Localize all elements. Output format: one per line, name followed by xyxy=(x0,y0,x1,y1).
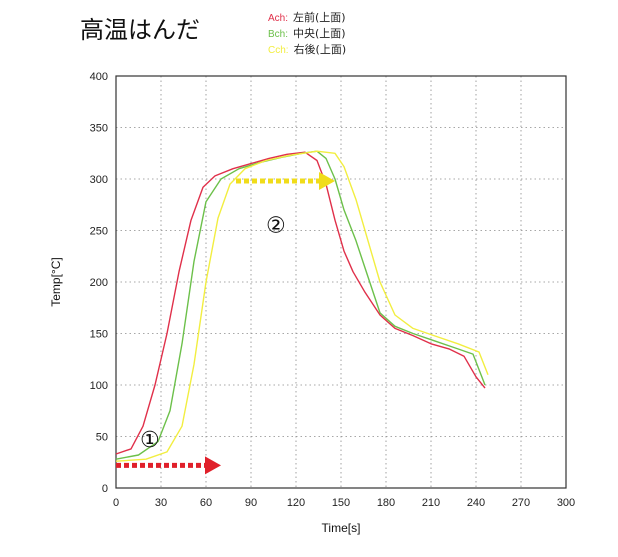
y-tick-label-200: 200 xyxy=(90,277,108,289)
y-tick-label-50: 50 xyxy=(96,432,108,444)
annotation-label-2: ② xyxy=(266,214,286,239)
y-tick-label-400: 400 xyxy=(90,71,108,83)
legend-entry-ach: Ach: 左前(上面) xyxy=(268,10,346,26)
x-axis-label: Time[s] xyxy=(322,521,361,535)
y-tick-label-0: 0 xyxy=(102,483,108,495)
plot-frame xyxy=(115,75,567,489)
series-line-ach xyxy=(115,151,486,455)
x-tick-label-210: 210 xyxy=(422,497,440,509)
x-tick-label-240: 240 xyxy=(467,497,485,509)
x-tick-label-180: 180 xyxy=(377,497,395,509)
y-tick-label-300: 300 xyxy=(90,174,108,186)
chart-legend: Ach: 左前(上面) Bch: 中央(上面) Cch: 右後(上面) xyxy=(268,10,346,58)
chart-title: 高温はんだ xyxy=(80,16,200,44)
series-line-bch xyxy=(115,150,486,460)
legend-entry-bch: Bch: 中央(上面) xyxy=(268,26,346,42)
legend-name-ach: 左前(上面) xyxy=(293,11,346,24)
legend-name-bch: 中央(上面) xyxy=(293,27,346,40)
x-tick-label-120: 120 xyxy=(287,497,305,509)
legend-key-bch: Bch: xyxy=(268,29,289,40)
grid-lines xyxy=(116,76,566,488)
y-tick-label-150: 150 xyxy=(90,329,108,341)
x-tick-label-0: 0 xyxy=(113,497,119,509)
legend-key-ach: Ach: xyxy=(268,13,289,24)
series-line-cch xyxy=(115,150,489,462)
annotations-group: ①② xyxy=(116,172,335,475)
x-tick-label-30: 30 xyxy=(155,497,167,509)
x-tick-label-300: 300 xyxy=(557,497,575,509)
legend-key-cch: Cch: xyxy=(268,45,289,56)
annotation-arrow-head-2 xyxy=(319,172,335,191)
annotation-label-1: ① xyxy=(140,428,160,453)
series-group xyxy=(115,150,489,462)
tick-labels: 0 30 60 90 120 150 180 210 240 270 300 0 50 100 150 200… xyxy=(90,71,576,509)
x-tick-label-270: 270 xyxy=(512,497,530,509)
x-tick-label-90: 90 xyxy=(245,497,257,509)
y-tick-label-350: 350 xyxy=(90,123,108,135)
y-tick-label-100: 100 xyxy=(90,380,108,392)
y-axis-label: Temp[°C] xyxy=(49,257,63,306)
legend-name-cch: 右後(上面) xyxy=(293,43,347,56)
legend-entry-cch: Cch: 右後(上面) xyxy=(268,42,346,58)
x-tick-label-60: 60 xyxy=(200,497,212,509)
y-tick-label-250: 250 xyxy=(90,226,108,238)
annotation-arrow-head-1 xyxy=(205,456,221,475)
x-tick-label-150: 150 xyxy=(332,497,350,509)
